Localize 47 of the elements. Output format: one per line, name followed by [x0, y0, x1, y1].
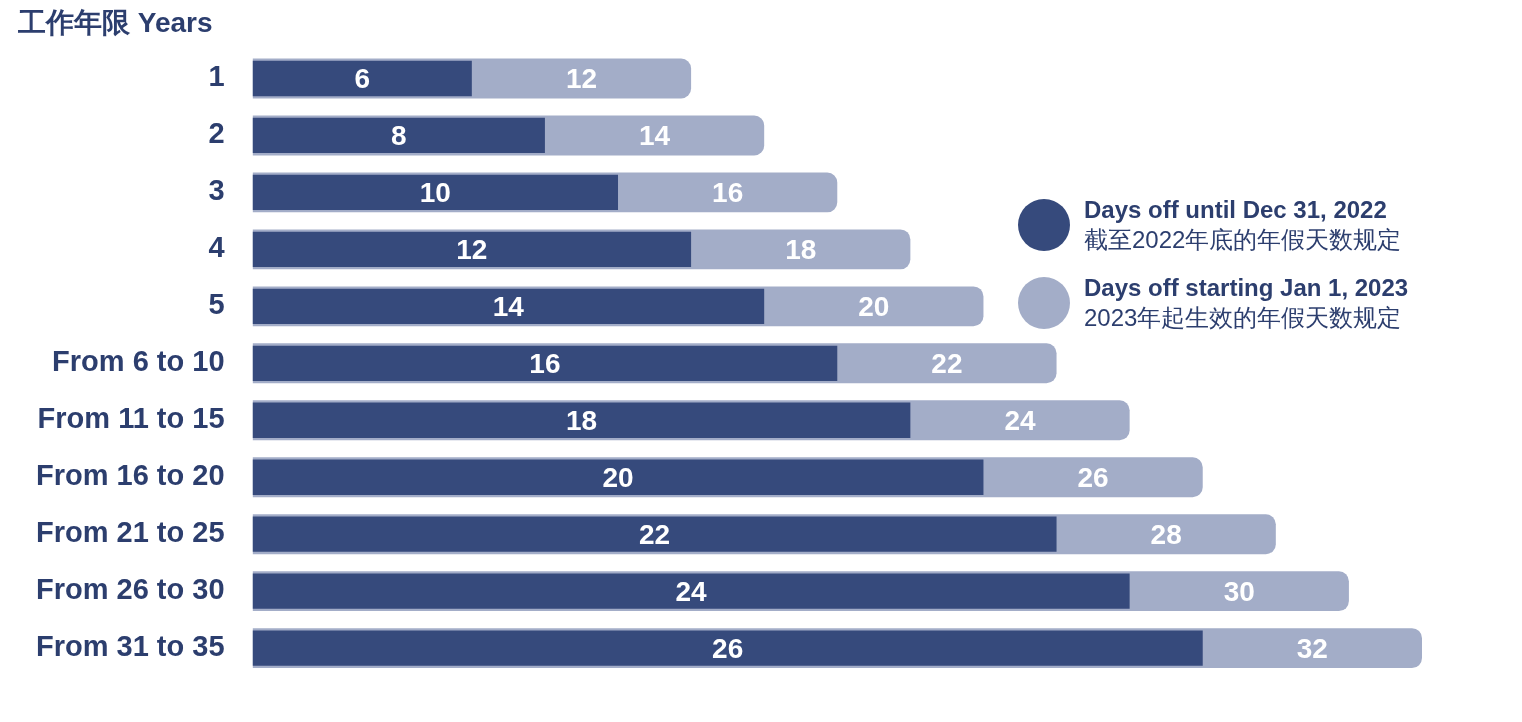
data-label: 18: [785, 234, 817, 266]
bar: [252, 516, 1057, 552]
data-label: 16: [712, 177, 744, 209]
bar: [252, 573, 1130, 609]
data-label: 12: [456, 234, 488, 266]
y-tick-label: 1: [208, 60, 225, 93]
data-label: 22: [931, 348, 963, 380]
bar: [252, 459, 984, 495]
legend-label: Days off starting Jan 1, 2023 2023年起生效的年假天数规定: [1084, 274, 1409, 331]
data-label: 26: [712, 632, 744, 664]
bar: [252, 117, 545, 154]
legend-label: Days off until Dec 31, 2022 截至2022年底的年假天数规定: [1084, 196, 1402, 253]
data-label: 16: [529, 348, 561, 380]
data-label: 14: [638, 120, 671, 152]
data-label: 24: [675, 575, 708, 607]
data-label: 18: [565, 404, 598, 436]
bar: [252, 345, 838, 381]
y-tick-label: From 11 to 15: [37, 402, 225, 435]
y-tick-label: From 6 to 10: [52, 345, 225, 378]
bar: [252, 630, 1203, 666]
data-label: 20: [602, 461, 634, 493]
y-tick-label: From 26 to 30: [35, 573, 225, 606]
y-tick-label: 4: [208, 231, 225, 264]
data-label: 30: [1223, 575, 1255, 607]
y-tick-label: From 21 to 25: [35, 516, 225, 549]
bar: [252, 174, 619, 211]
data-label: 24: [1004, 404, 1036, 436]
y-tick-label: 3: [208, 174, 225, 207]
bar: [252, 288, 765, 324]
bar: [252, 231, 692, 268]
y-tick-label: From 16 to 20: [35, 459, 225, 492]
chart-title: 工作年限 Years: [18, 6, 213, 40]
y-tick-label: 5: [208, 288, 225, 321]
data-label: 14: [492, 291, 525, 323]
data-label: 26: [1077, 461, 1109, 493]
data-label: 32: [1296, 632, 1328, 664]
y-tick-label: From 31 to 35: [35, 630, 225, 663]
data-label: 22: [638, 518, 671, 550]
bar: [252, 60, 472, 97]
data-label: 28: [1150, 518, 1182, 550]
data-label: 6: [354, 63, 370, 95]
data-label: 10: [419, 177, 451, 209]
data-label: 8: [390, 120, 407, 152]
y-tick-label: 2: [208, 117, 225, 150]
data-label: 12: [565, 63, 598, 95]
data-label: 20: [858, 291, 890, 323]
bar: [252, 402, 911, 438]
